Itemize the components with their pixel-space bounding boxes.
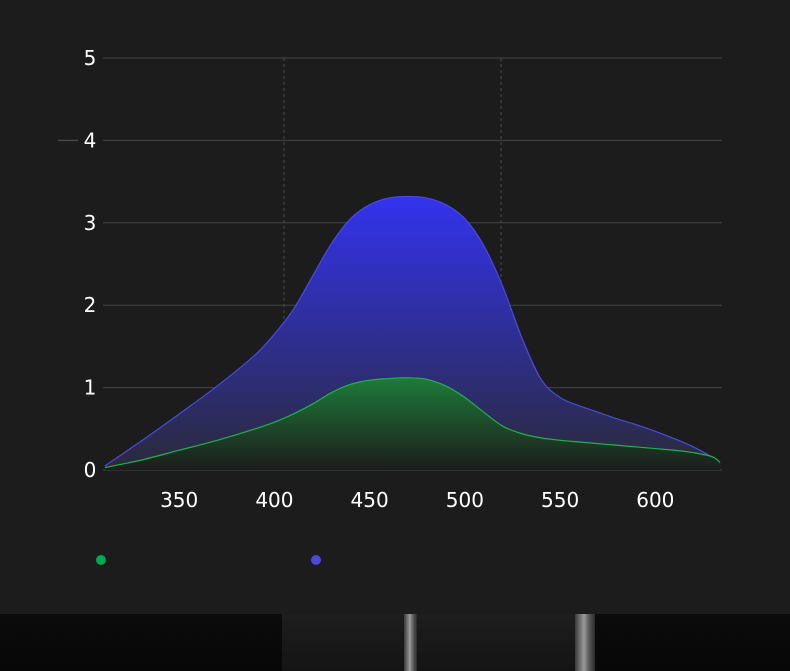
metal-pin-left	[404, 614, 417, 671]
series-layer	[104, 195, 721, 470]
axis-labels: 0 1 2 3 4 5 350 400 450 500 550 600	[84, 46, 675, 512]
x-tick-label-2: 450	[351, 488, 389, 512]
x-tick-label-3: 500	[446, 488, 484, 512]
legend-dot-green	[96, 555, 106, 565]
x-tick-label-1: 400	[255, 488, 293, 512]
series-0-line	[104, 195, 721, 467]
series-1-area	[104, 377, 721, 470]
y-tick-label-2: 2	[84, 293, 97, 317]
x-tick-label-4: 550	[541, 488, 579, 512]
y-tick-label-3: 3	[84, 211, 97, 235]
y-tick-label-5: 5	[84, 46, 97, 70]
series-0-area	[104, 196, 721, 470]
y-tick-label-0: 0	[84, 458, 97, 482]
y-tick-label-4: 4	[84, 128, 97, 152]
leather-surface-left	[0, 614, 282, 671]
dark-panel-center	[417, 614, 577, 671]
legend-dot-blue	[311, 555, 321, 565]
device-photo-strip	[0, 614, 790, 671]
dark-panel-left	[282, 614, 406, 671]
area-chart: 0 1 2 3 4 5 350 400 450 500 550 600	[58, 46, 722, 512]
series-1-line	[104, 377, 721, 469]
metal-pin-right	[575, 614, 595, 671]
x-tick-label-0: 350	[160, 488, 198, 512]
leather-surface-right	[595, 614, 790, 671]
x-tick-label-5: 600	[636, 488, 674, 512]
y-tick-label-1: 1	[84, 376, 97, 400]
